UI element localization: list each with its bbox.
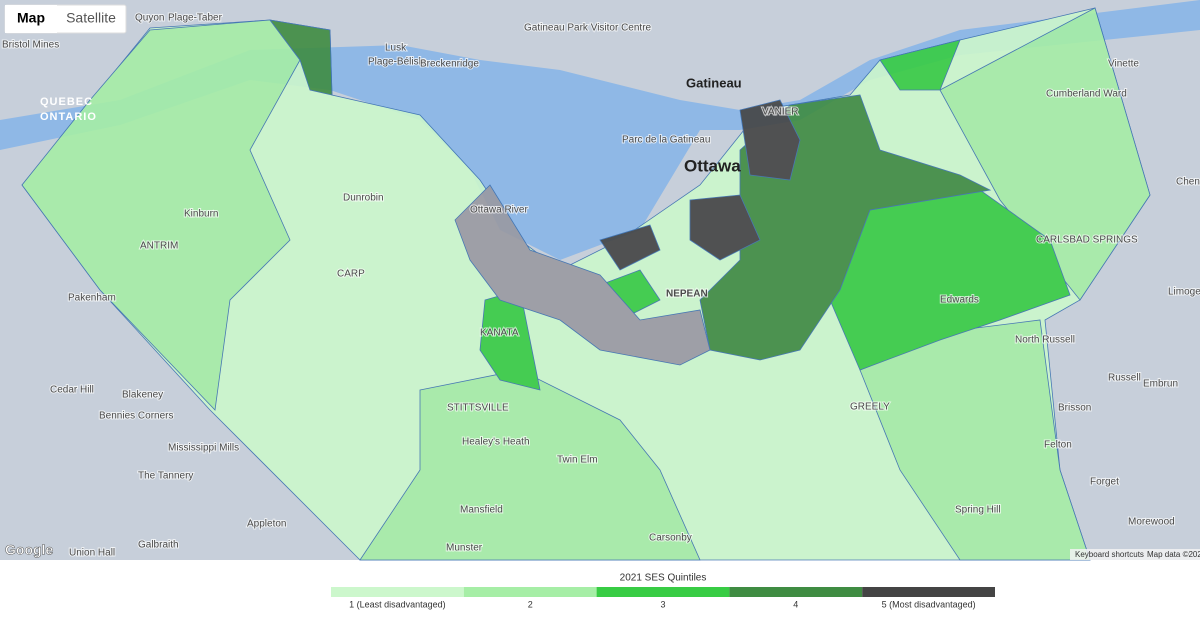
region [739,99,801,181]
region [939,7,1151,301]
legend-swatch [862,587,995,597]
place-label: Pakenham [68,293,116,304]
place-label: Kinburn [184,209,218,220]
place-label: Mansfield [460,505,503,516]
place-label: STITTSVILLE [447,403,509,414]
legend-label: 2 [528,599,533,609]
province-label: QUEBEC [40,96,93,108]
place-label: Morewood [1128,517,1175,528]
place-label: North Russell [1015,335,1075,346]
place-label: Gatineau Park Visitor Centre [524,23,652,34]
region [829,189,1071,371]
place-label: Felton [1044,440,1072,451]
legend-label: 5 (Most disadvantaged) [882,599,976,609]
place-label: Chene [1176,177,1200,188]
place-label: Limoges [1168,287,1200,298]
place-label: VANIER [762,107,799,118]
province-label: ONTARIO [40,111,97,123]
map-type-control: Map Satellite [4,4,127,34]
legend: 2021 SES Quintiles 1 (Least disadvantage… [331,573,995,609]
place-label: Bristol Mines [2,40,59,51]
legend-swatch [331,587,464,597]
legend-swatch [596,587,730,597]
place-label: Spring Hill [955,505,1001,516]
place-label: GREELY [850,402,890,413]
place-label: Blakeney [122,390,163,401]
place-label: Munster [446,543,483,554]
legend-title: 2021 SES Quintiles [620,573,707,584]
place-label: CARP [337,269,365,280]
legend-label: 1 (Least disadvantaged) [349,599,446,609]
place-label: CARLSBAD SPRINGS [1036,235,1138,246]
city-label: Ottawa [684,156,741,175]
place-label: Plage-Taber [168,13,223,24]
satellite-button-label[interactable]: Satellite [66,10,116,26]
place-label: Lusk [385,43,407,54]
place-label: Appleton [247,519,286,530]
legend-swatch [729,587,863,597]
region [21,19,301,411]
place-label: The Tannery [138,471,193,482]
place-label: Parc de la Gatineau [622,135,710,146]
place-label: Breckenridge [420,59,479,70]
region [689,194,761,261]
place-label: ANTRIM [140,241,178,252]
map-data: Map data ©2024 [1147,550,1200,559]
place-label: Cumberland Ward [1046,89,1127,100]
map-button[interactable] [5,5,57,33]
place-label: Bennies Corners [99,411,173,422]
google-logo: Google [5,542,53,558]
place-label: Edwards [940,295,979,306]
place-label: Embrun [1143,379,1178,390]
region [269,19,333,96]
legend-label: 4 [793,599,798,609]
place-label: Mississippi Mills [168,443,239,454]
place-label: Quyon [135,13,164,24]
map-button-label[interactable]: Map [17,10,45,26]
city-label: Gatineau [686,75,742,90]
place-label: Brisson [1058,403,1091,414]
region [599,224,661,271]
place-label: NEPEAN [666,289,708,300]
regions [21,7,1151,561]
place-label: Union Hall [69,548,115,559]
attribution-bar [1070,549,1200,560]
place-label: Forget [1090,477,1119,488]
place-label: Healey's Heath [462,437,530,448]
region [879,39,961,91]
keyboard-shortcuts[interactable]: Keyboard shortcuts [1075,550,1144,559]
place-labels: QUEBEC ONTARIO Ottawa River Quyon Plage-… [1,12,1200,560]
place-label: Galbraith [138,540,179,551]
river-label: Ottawa River [470,205,528,216]
place-label: Carsonby [649,533,692,544]
place-label: Plage-Bélisle [368,57,427,68]
region-no-data [454,184,711,366]
place-label: Twin Elm [557,455,598,466]
place-label: Vinette [1108,59,1139,70]
place-label: Dunrobin [343,193,384,204]
place-label: KANATA [480,328,519,339]
legend-label: 3 [660,599,665,609]
legend-swatch [463,587,597,597]
place-label: Russell [1108,373,1141,384]
place-label: Cedar Hill [50,385,94,396]
